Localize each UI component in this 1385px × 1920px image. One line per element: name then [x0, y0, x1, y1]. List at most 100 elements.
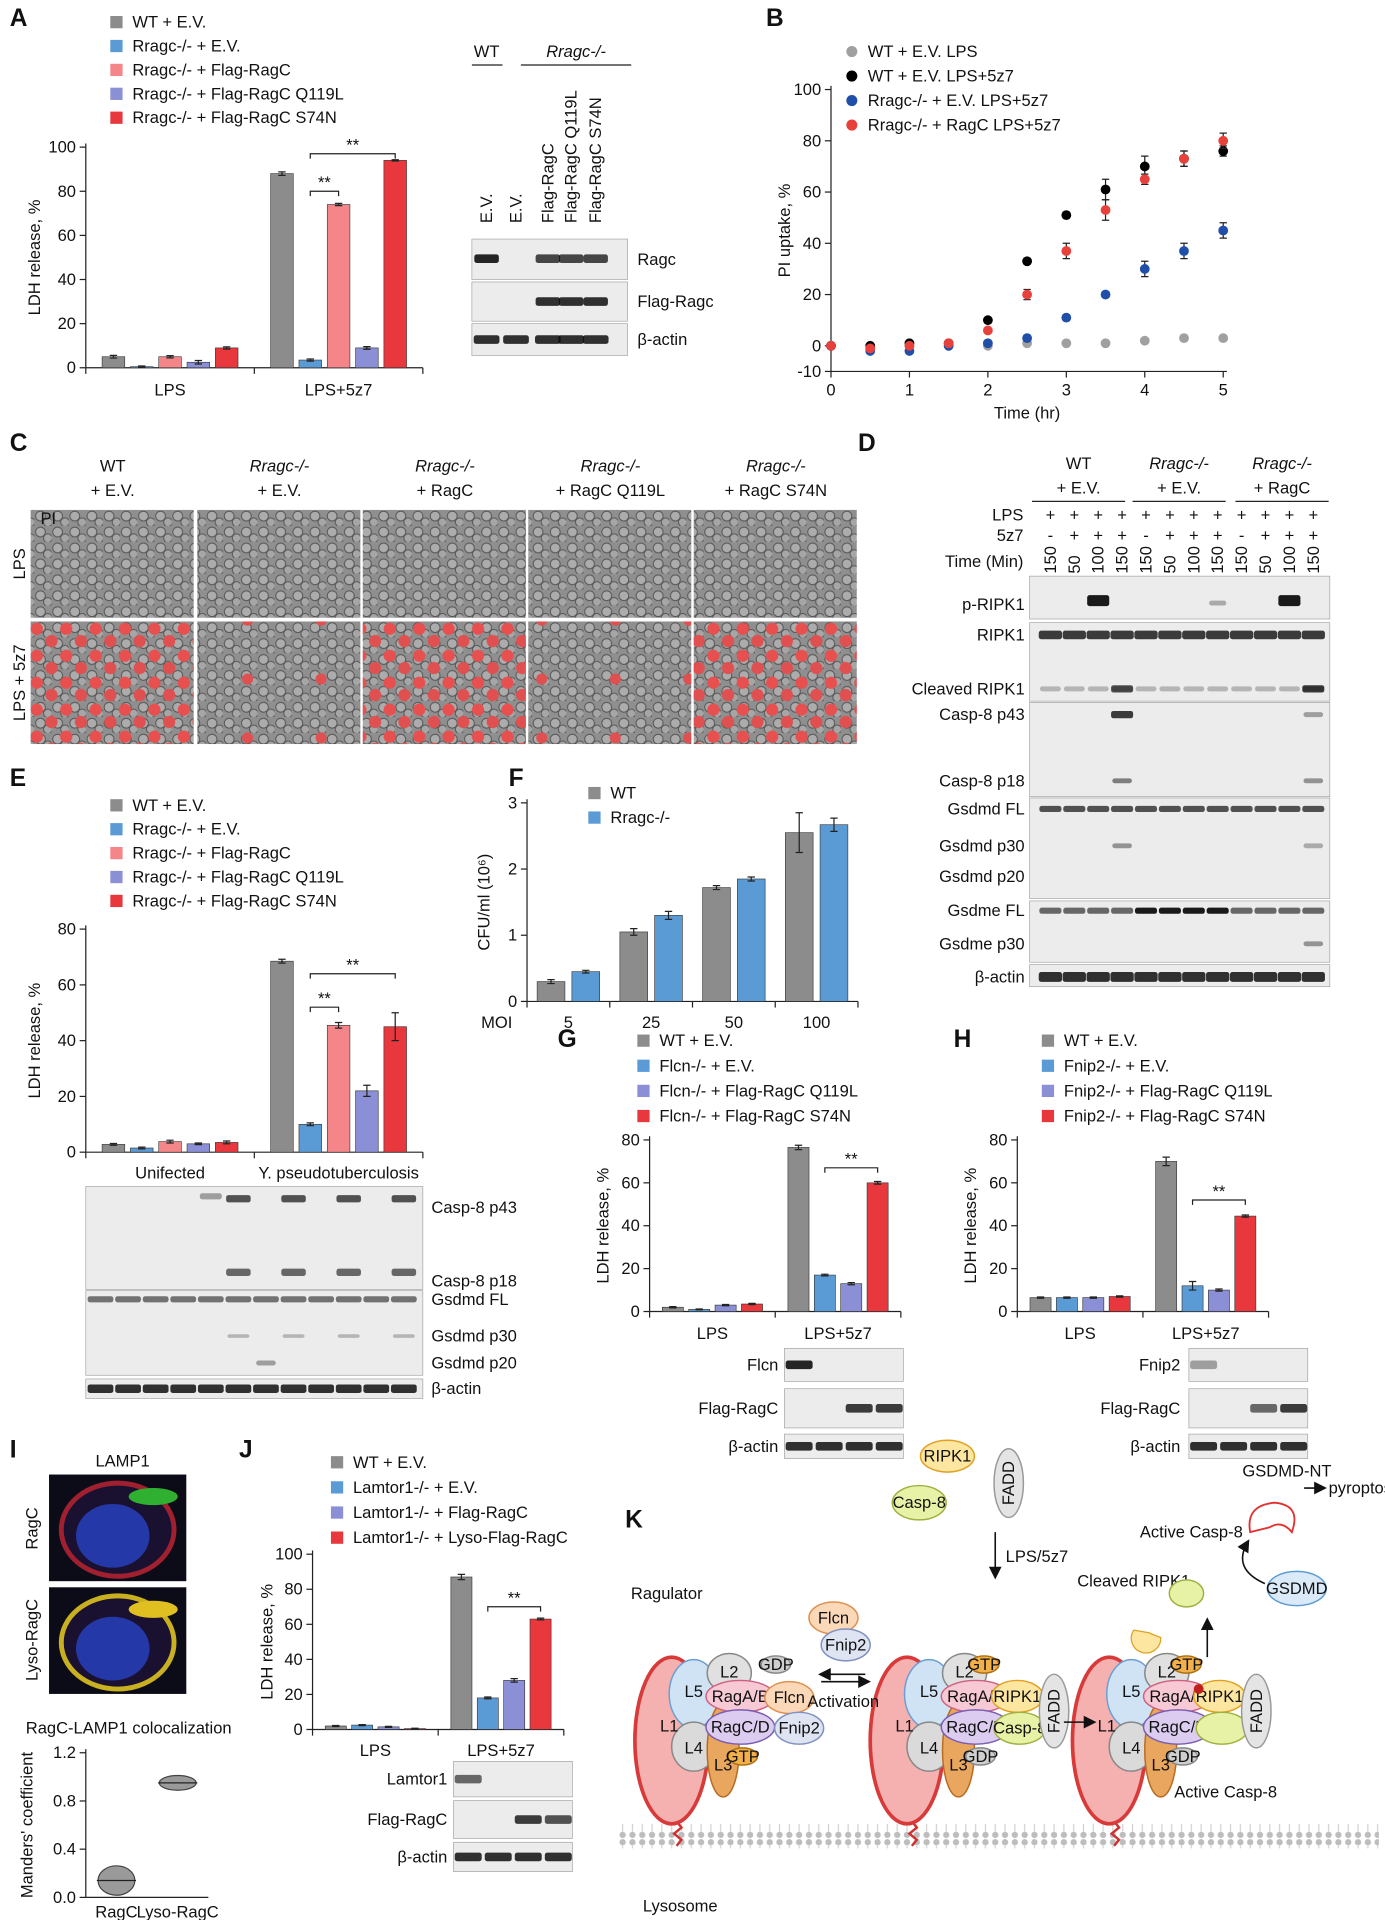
legend-marker	[110, 799, 123, 812]
error-bar	[278, 171, 286, 176]
blot-band	[253, 1296, 279, 1303]
y-tick-label: 0	[998, 1302, 1007, 1321]
nucleus	[75, 1503, 150, 1568]
blot-band	[1182, 972, 1206, 982]
y-tick-label: 100	[794, 80, 822, 99]
blot-band	[1087, 595, 1110, 607]
blot-band	[1253, 630, 1278, 640]
group-header: + E.V.	[1157, 478, 1201, 497]
blot-band	[363, 1296, 390, 1303]
micrograph	[30, 509, 194, 618]
blot-row-label: Fnip2	[1139, 1355, 1180, 1374]
blot-band	[815, 1442, 843, 1451]
diagram-label: Active Casp-8	[1140, 1523, 1243, 1542]
blot-band	[391, 1268, 417, 1276]
error-bar	[138, 365, 146, 368]
micrograph	[197, 509, 361, 618]
error-bar	[1241, 1214, 1250, 1218]
blot-band	[115, 1384, 141, 1394]
blot-band	[785, 1360, 813, 1370]
blot-band	[875, 1404, 903, 1413]
blot-band	[544, 1852, 572, 1862]
x-tick-label: Unifected	[135, 1164, 205, 1183]
legend-marker	[110, 15, 123, 29]
diagram-label: GTP	[1169, 1655, 1203, 1674]
blot-band	[281, 1268, 306, 1276]
significance-label: **	[845, 1150, 858, 1169]
legend-marker	[637, 1084, 650, 1098]
lane-time: 100	[1089, 546, 1108, 574]
bar	[1082, 1297, 1105, 1312]
gsdmd-nt	[1248, 1501, 1296, 1534]
legend-marker	[110, 39, 123, 53]
blot-band	[335, 1296, 362, 1303]
diagram-label: L4	[920, 1738, 938, 1757]
legend-label: Rragc-/- + Flag-RagC	[132, 844, 291, 863]
diagram-label: GDP	[963, 1747, 999, 1766]
legend-label: WT + E.V.	[353, 1453, 427, 1472]
blot-band	[1303, 941, 1324, 947]
y-tick-label: 3	[508, 793, 517, 812]
y-tick-label: 20	[58, 314, 76, 333]
point	[865, 343, 876, 354]
y-axis-label: LDH release, %	[594, 1168, 613, 1284]
bar	[529, 1618, 552, 1730]
column-header: Rragc-/-	[250, 456, 310, 475]
diagram-label: L2	[1158, 1662, 1176, 1681]
y-tick-label: 0	[631, 1302, 640, 1321]
blot-band	[253, 1384, 279, 1394]
bar	[270, 173, 294, 369]
blot-row-label: β-actin	[1130, 1437, 1180, 1456]
blot-row-label: β-actin	[637, 330, 687, 349]
blot-row-label: Lamtor1	[387, 1770, 448, 1789]
blot-row-label: Flag-RagC	[367, 1810, 447, 1829]
x-axis-label: MOI	[481, 1013, 512, 1032]
y-tick-label: 0.8	[53, 1791, 76, 1810]
bar	[1155, 1161, 1178, 1312]
arrow	[1237, 1539, 1266, 1585]
significance-bracket	[1191, 1199, 1246, 1205]
error-bar	[166, 1139, 174, 1144]
y-tick-label: 20	[284, 1685, 302, 1704]
y-tick-label: 80	[989, 1130, 1007, 1149]
fadd	[1038, 1673, 1070, 1749]
blot-band	[1111, 907, 1134, 914]
diagram-label: GDP	[1165, 1747, 1201, 1766]
blot-band	[1182, 907, 1205, 914]
blot-row-label: β-actin	[728, 1437, 778, 1456]
y-tick-label: 80	[284, 1580, 302, 1599]
error-bar	[795, 812, 803, 854]
blot-header: WT	[474, 42, 500, 61]
error-bar	[1036, 1296, 1045, 1299]
bar	[787, 1147, 810, 1312]
y-axis-label: LDH release, %	[961, 1168, 980, 1284]
column-header: + RagC Q119L	[556, 481, 666, 500]
diagram-label: L1	[1098, 1716, 1116, 1735]
blot-band	[1086, 630, 1110, 640]
diagram-label: RIPK1	[924, 1447, 972, 1466]
significance-bracket	[309, 153, 396, 159]
lane-sign: +	[1046, 505, 1056, 524]
significance-bracket	[824, 1167, 879, 1173]
error-bar	[223, 1140, 231, 1145]
legend-label: Lamtor1-/- + Lyso-Flag-RagC	[353, 1528, 568, 1547]
y-tick-label: 60	[621, 1173, 639, 1192]
blot-band	[308, 1296, 334, 1303]
bar	[654, 915, 683, 1002]
panel-letter: H	[954, 1026, 972, 1053]
ripk1-free	[919, 1439, 976, 1473]
significance-label: **	[318, 173, 331, 192]
blot-row-label: Gsdmd p20	[939, 867, 1024, 886]
micrograph	[362, 509, 526, 618]
y-tick-label: 40	[989, 1216, 1007, 1235]
diagram-label: RagA/B	[1149, 1687, 1206, 1706]
blot-row-label: Gsdme p30	[939, 934, 1024, 953]
bar	[476, 1697, 499, 1730]
y-tick-label: 60	[58, 226, 76, 245]
x-tick-label: 25	[642, 1013, 660, 1032]
legend-label: Lamtor1-/- + E.V.	[353, 1478, 478, 1497]
blot-band	[1111, 710, 1134, 719]
lane-time: 50	[1065, 555, 1084, 573]
y-tick-label: 60	[989, 1173, 1007, 1192]
legend-marker	[637, 1109, 650, 1123]
